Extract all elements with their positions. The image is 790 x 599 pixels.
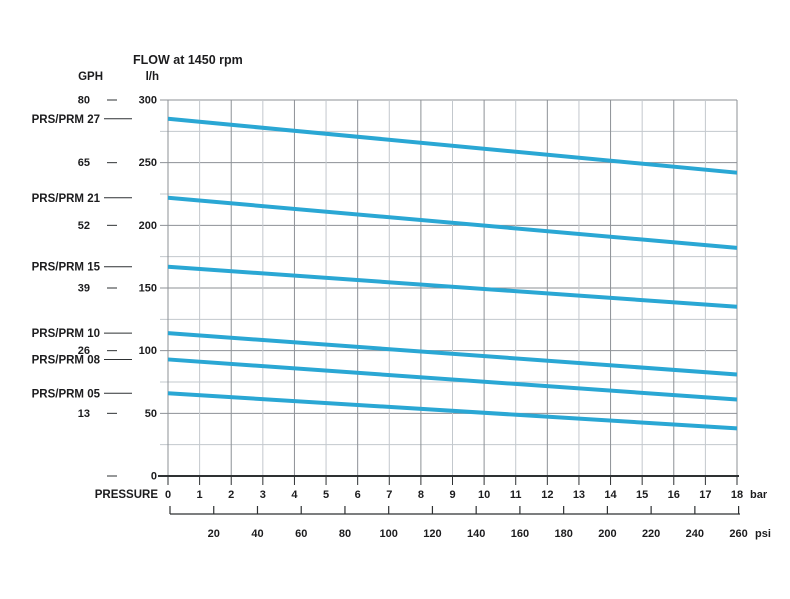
curve-prs-prm-21	[167, 195, 738, 250]
y-tick-label-lh-100: 100	[139, 345, 157, 357]
y-tick-label-lh-50: 50	[145, 408, 157, 420]
curve-prs-prm-05	[167, 391, 738, 431]
series-label-prs-prm-10: PRS/PRM 10	[32, 328, 100, 340]
curve-prs-prm-08	[167, 357, 738, 402]
y-tick-label-lh-250: 250	[139, 157, 157, 169]
y-tick-label-lh-300: 300	[139, 95, 157, 107]
x-tick-label-bar-13: 13	[573, 489, 585, 501]
series-label-prs-prm-15: PRS/PRM 15	[32, 262, 101, 274]
x-tick-label-bar-3: 3	[260, 489, 266, 501]
x-tick-label-bar-14: 14	[604, 489, 617, 501]
x-tick-label-bar-18: 18	[731, 489, 743, 501]
x-tick-label-bar-15: 15	[636, 489, 648, 501]
y-tick-label-lh-200: 200	[139, 220, 157, 232]
y-tick-label-gph-39: 39	[78, 283, 90, 295]
x-unit-psi-label: psi	[755, 528, 771, 540]
x-tick-label-psi-200: 200	[598, 528, 616, 540]
x-tick-label-bar-2: 2	[228, 489, 234, 501]
x-tick-label-psi-120: 120	[423, 528, 441, 540]
x-tick-label-psi-260: 260	[729, 528, 747, 540]
series-label-prs-prm-05: PRS/PRM 05	[32, 388, 101, 400]
x-tick-label-bar-5: 5	[323, 489, 329, 501]
x-tick-label-psi-160: 160	[511, 528, 529, 540]
y-tick-label-gph-13: 13	[78, 408, 90, 420]
y-unit-left-label: GPH	[78, 71, 103, 83]
x-tick-label-bar-12: 12	[541, 489, 553, 501]
series-label-prs-prm-08: PRS/PRM 08	[32, 354, 101, 366]
y-tick-label-gph-80: 80	[78, 95, 90, 107]
y-tick-label-gph-65: 65	[78, 157, 90, 169]
x-tick-label-bar-7: 7	[386, 489, 392, 501]
curve-prs-prm-10	[167, 331, 738, 377]
x-tick-label-bar-9: 9	[449, 489, 455, 501]
series-label-prs-prm-21: PRS/PRM 21	[32, 193, 101, 205]
x-tick-label-psi-220: 220	[642, 528, 660, 540]
y-unit-right-label: l/h	[146, 71, 159, 83]
x-tick-label-bar-0: 0	[165, 489, 171, 501]
curve-prs-prm-27	[167, 116, 738, 175]
y-tick-label-lh-150: 150	[139, 283, 157, 295]
x-tick-label-bar-8: 8	[418, 489, 424, 501]
chart-title: FLOW at 1450 rpm	[133, 53, 243, 67]
x-tick-label-bar-11: 11	[510, 489, 522, 501]
x-tick-label-psi-100: 100	[380, 528, 398, 540]
x-tick-label-psi-180: 180	[554, 528, 572, 540]
y-tick-label-lh-0: 0	[151, 471, 157, 483]
x-tick-label-psi-40: 40	[251, 528, 263, 540]
x-tick-label-bar-1: 1	[197, 489, 203, 501]
x-tick-label-psi-80: 80	[339, 528, 351, 540]
x-axis-title: PRESSURE	[95, 489, 159, 501]
x-unit-bar-label: bar	[750, 489, 768, 501]
x-tick-label-bar-10: 10	[478, 489, 490, 501]
x-tick-label-psi-20: 20	[208, 528, 220, 540]
x-tick-label-psi-60: 60	[295, 528, 307, 540]
x-tick-label-bar-6: 6	[355, 489, 361, 501]
y-tick-label-gph-26: 26	[78, 345, 90, 357]
x-tick-label-psi-240: 240	[686, 528, 704, 540]
y-tick-label-gph-52: 52	[78, 220, 90, 232]
series-label-prs-prm-27: PRS/PRM 27	[32, 114, 100, 126]
x-tick-label-psi-140: 140	[467, 528, 485, 540]
x-tick-label-bar-16: 16	[668, 489, 680, 501]
x-tick-label-bar-4: 4	[291, 489, 298, 501]
curve-prs-prm-15	[167, 264, 738, 309]
x-tick-label-bar-17: 17	[699, 489, 711, 501]
